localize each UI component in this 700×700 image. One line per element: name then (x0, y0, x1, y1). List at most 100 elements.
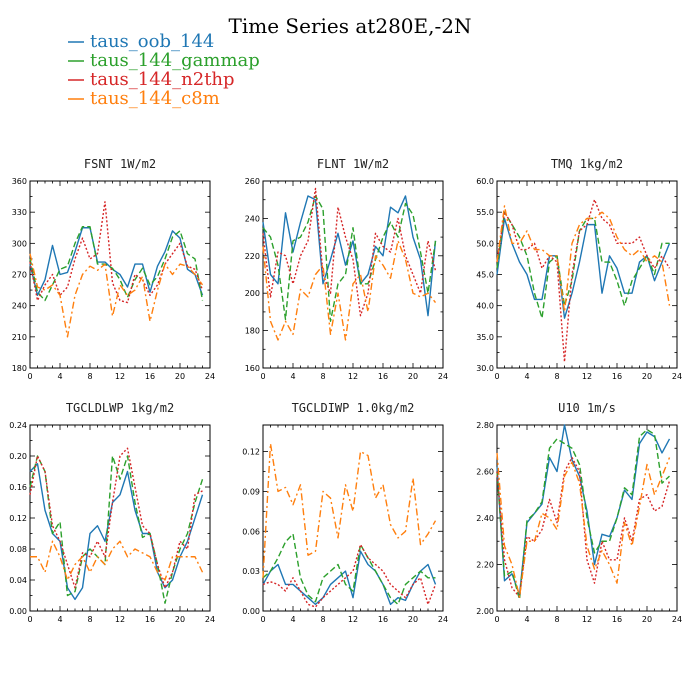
y-tick-label-5-2: 2.40 (476, 514, 494, 523)
y-tick-label-5-3: 2.60 (476, 468, 494, 477)
y-tick-label-0-2: 240 (12, 302, 27, 311)
x-tick-label-3-5: 20 (175, 615, 185, 624)
panel-title-4: TGCLDIWP 1.0kg/m2 (292, 401, 415, 415)
series-line-1-taus_144_n2thp (262, 187, 437, 317)
y-tick-label-5-1: 2.20 (476, 561, 494, 570)
panel-title-2: TMQ 1kg/m2 (551, 157, 623, 171)
chart-panel-2: TMQ 1kg/m2 0 4 8 12 16 20 24 30.0 35.0 40.0 45.0 50.… (476, 157, 682, 381)
panel-title-3: TGCLDLWP 1kg/m2 (66, 401, 174, 415)
y-tick-label-5-0: 2.00 (476, 607, 494, 616)
x-tick-label-4-4: 16 (378, 615, 388, 624)
x-tick-label-4-2: 8 (320, 615, 325, 624)
x-tick-label-1-1: 4 (290, 372, 295, 381)
y-tick-label-1-5: 260 (245, 177, 260, 186)
x-tick-label-2-3: 12 (582, 372, 592, 381)
series-line-1-taus_144_c8m (262, 240, 437, 341)
y-tick-label-3-5: 0.20 (9, 452, 27, 461)
series-line-4-taus_144_c8m (262, 442, 437, 578)
x-tick-label-3-2: 8 (87, 615, 92, 624)
y-tick-label-4-1: 0.03 (242, 567, 260, 576)
series-line-1-taus_144_gammap (262, 195, 437, 322)
x-tick-label-1-6: 24 (438, 372, 448, 381)
x-tick-label-4-0: 0 (260, 615, 265, 624)
x-tick-label-3-3: 12 (115, 615, 125, 624)
y-tick-label-1-1: 180 (245, 327, 260, 336)
series-line-0-taus_oob_144 (29, 227, 204, 296)
panels: FSNT 1W/m20 4 8 12 16 20 241802102402703003303… (9, 157, 682, 624)
x-tick-label-0-5: 20 (175, 372, 185, 381)
x-tick-label-0-2: 8 (87, 372, 92, 381)
x-tick-label-0-0: 0 (27, 372, 32, 381)
x-tick-label-3-1: 4 (57, 615, 62, 624)
figure-title: Time Series at280E,-2N (229, 14, 472, 38)
y-tick-label-3-2: 0.08 (9, 545, 27, 554)
y-tick-label-1-0: 160 (245, 364, 260, 373)
series-line-0-taus_144_n2thp (29, 201, 204, 304)
series-line-0-taus_144_c8m (29, 253, 204, 338)
chart-panel-0: FSNT 1W/m2 0 4 8 12 16 20 24 180 210 240 270 300 330 3… (12, 157, 215, 381)
x-tick-label-0-1: 4 (57, 372, 62, 381)
y-tick-label-0-1: 210 (12, 333, 27, 342)
x-tick-label-5-4: 16 (612, 615, 622, 624)
x-tick-label-2-1: 4 (524, 372, 529, 381)
y-tick-label-0-4: 300 (12, 239, 27, 248)
x-tick-label-3-4: 16 (145, 615, 155, 624)
x-tick-label-4-1: 4 (290, 615, 295, 624)
x-tick-label-0-6: 24 (205, 372, 215, 381)
series-line-3-taus_oob_144 (29, 463, 204, 601)
x-tick-label-1-4: 16 (378, 372, 388, 381)
legend: taus_oob_144taus_144_gammaptaus_144_n2th… (68, 31, 260, 109)
x-tick-label-5-6: 24 (672, 615, 682, 624)
y-tick-label-4-4: 0.12 (242, 448, 260, 457)
x-tick-label-0-4: 16 (145, 372, 155, 381)
plot-frame-3 (29, 424, 211, 612)
chart-panel-5: U10 1m/s 0 4 8 12 16 20 24 2.00 2.20 2.40 2.60 2.80 (476, 401, 682, 624)
series-line-4-taus_144_n2thp (262, 543, 437, 608)
y-tick-label-2-6: 60.0 (476, 177, 494, 186)
x-tick-label-4-5: 20 (408, 615, 418, 624)
legend-label-0: taus_oob_144 (90, 31, 214, 52)
x-tick-label-3-0: 0 (27, 615, 32, 624)
x-tick-label-2-0: 0 (494, 372, 499, 381)
x-tick-label-5-3: 12 (582, 615, 592, 624)
x-tick-label-2-5: 20 (642, 372, 652, 381)
y-tick-label-4-3: 0.09 (242, 487, 260, 496)
x-tick-label-4-6: 24 (438, 615, 448, 624)
legend-label-2: taus_144_n2thp (90, 69, 235, 90)
series-line-3-taus_144_gammap (29, 455, 204, 604)
plot-frame-4 (262, 424, 444, 612)
series-line-4-taus_oob_144 (262, 550, 437, 606)
x-tick-label-5-2: 8 (554, 615, 559, 624)
y-tick-label-3-4: 0.16 (9, 483, 27, 492)
x-tick-label-2-2: 8 (554, 372, 559, 381)
x-tick-label-0-3: 12 (115, 372, 125, 381)
x-tick-label-3-6: 24 (205, 615, 215, 624)
series-line-2-taus_144_gammap (496, 211, 670, 319)
y-tick-label-2-4: 50.0 (476, 239, 494, 248)
series-line-2-taus_144_n2thp (496, 198, 671, 363)
y-tick-label-2-2: 40.0 (476, 302, 494, 311)
x-tick-label-2-4: 16 (612, 372, 622, 381)
x-tick-label-1-5: 20 (408, 372, 418, 381)
x-tick-label-2-6: 24 (672, 372, 682, 381)
series-line-2-taus_oob_144 (496, 217, 671, 319)
y-tick-label-3-3: 0.12 (9, 514, 27, 523)
y-tick-label-2-1: 35.0 (476, 333, 494, 342)
y-tick-label-2-0: 30.0 (476, 364, 494, 373)
series-line-3-taus_144_c8m (30, 540, 204, 581)
y-tick-label-3-6: 0.24 (9, 421, 27, 430)
x-tick-label-1-0: 0 (260, 372, 265, 381)
legend-label-1: taus_144_gammap (90, 50, 260, 71)
x-tick-label-5-0: 0 (494, 615, 499, 624)
y-tick-label-1-4: 240 (245, 214, 260, 223)
series-line-3-taus_144_n2thp (29, 447, 203, 589)
series-line-5-taus_144_gammap (496, 428, 670, 601)
x-tick-label-4-3: 12 (348, 615, 358, 624)
series-line-4-taus_144_gammap (262, 533, 436, 606)
panel-title-1: FLNT 1W/m2 (317, 157, 389, 171)
chart-panel-4: TGCLDIWP 1.0kg/m2 0 4 8 12 16 20 24 0.00 0.03 0.06… (242, 401, 448, 624)
y-tick-label-4-2: 0.06 (242, 527, 260, 536)
y-tick-label-0-0: 180 (12, 364, 27, 373)
chart-panel-1: FLNT 1W/m2 0 4 8 12 16 20 24 160 180 200 220 240 260 (245, 157, 448, 381)
